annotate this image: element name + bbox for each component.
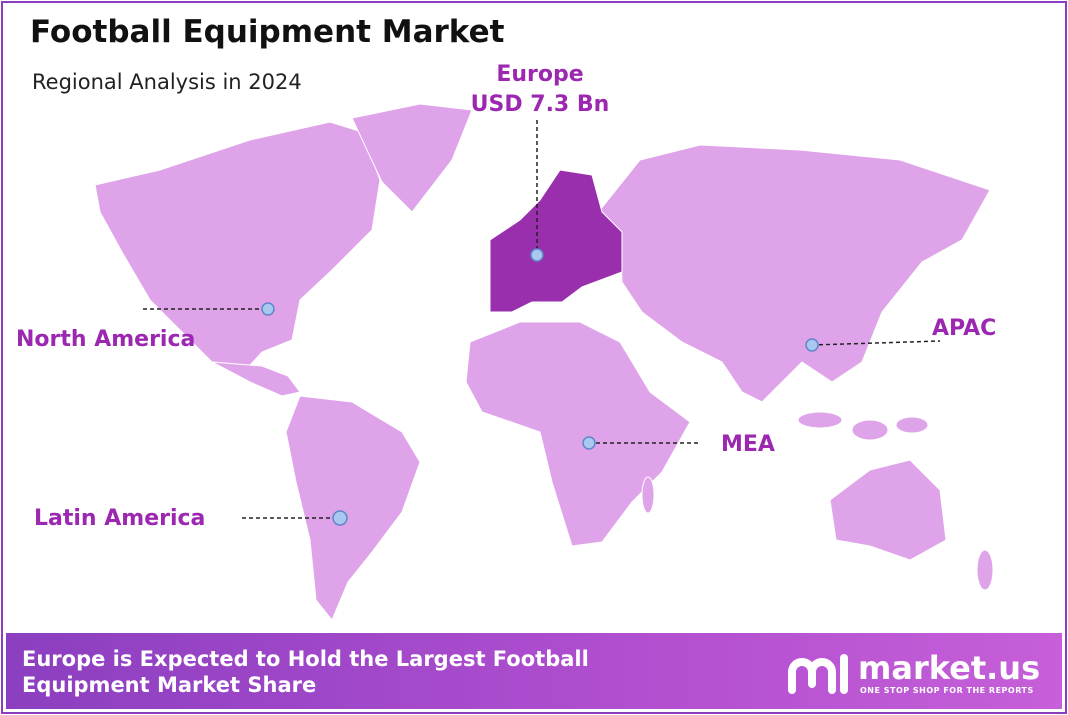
- region-label: MEA: [721, 432, 775, 457]
- south-america: [285, 395, 421, 621]
- region-value: USD 7.3 Bn: [470, 92, 610, 117]
- region-label: Europe: [496, 62, 584, 87]
- marker: [261, 302, 275, 316]
- europe: [489, 169, 623, 313]
- marker: [530, 248, 544, 262]
- region-label: North America: [16, 327, 196, 352]
- logo-icon: [788, 654, 848, 694]
- australia: [829, 459, 947, 561]
- island: [851, 419, 889, 441]
- brand: market.us: [858, 649, 1041, 687]
- island: [641, 476, 655, 514]
- marker: [332, 510, 348, 526]
- island: [895, 416, 929, 434]
- footer-band: [6, 633, 1062, 709]
- region-label: Latin America: [34, 506, 206, 531]
- logo-shape: [788, 658, 816, 694]
- leader-line: [811, 340, 941, 346]
- logo-shape: [808, 658, 836, 694]
- title: Football Equipment Market: [30, 14, 505, 50]
- marker: [805, 338, 819, 352]
- tagline: ONE STOP SHOP FOR THE REPORTS: [860, 686, 1034, 695]
- greenland: [351, 103, 473, 213]
- subtitle: Regional Analysis in 2024: [32, 70, 302, 94]
- asia: [599, 144, 991, 403]
- central-america: [211, 361, 301, 397]
- africa: [465, 321, 691, 547]
- region-label: APAC: [932, 316, 997, 341]
- marker: [582, 436, 596, 450]
- island: [976, 549, 994, 591]
- island: [797, 411, 843, 429]
- footer-text: Europe is Expected to Hold the Largest F…: [22, 647, 589, 697]
